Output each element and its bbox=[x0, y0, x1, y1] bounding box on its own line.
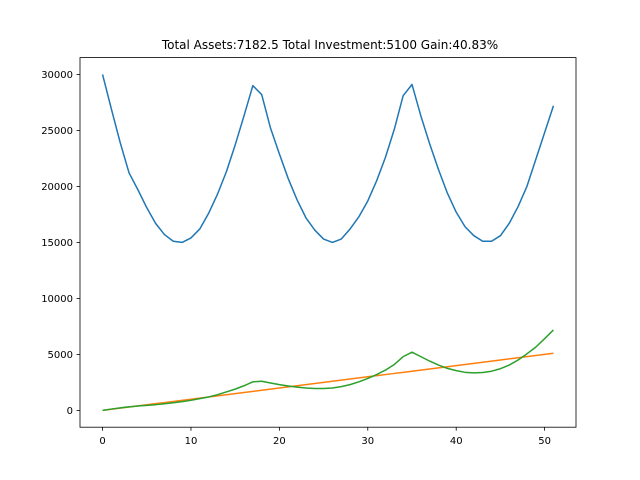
y-tick-label: 5000 bbox=[48, 350, 73, 361]
series-layer bbox=[101, 74, 555, 412]
x-axis: 0 10 20 30 40 50 bbox=[99, 427, 551, 447]
x-tick-label: 10 bbox=[185, 436, 198, 447]
y-tick-label: 0 bbox=[67, 406, 73, 417]
y-tick-label: 25000 bbox=[41, 126, 73, 137]
x-tick-label: 0 bbox=[99, 436, 105, 447]
y-tick-label: 10000 bbox=[41, 294, 73, 305]
x-tick-label: 50 bbox=[538, 436, 551, 447]
series-line-2 bbox=[102, 352, 554, 412]
x-tick-label: 30 bbox=[361, 436, 374, 447]
x-tick-label: 40 bbox=[450, 436, 463, 447]
y-axis: 0 5000 10000 15000 20000 25000 30000 bbox=[41, 70, 80, 417]
x-tick-label: 20 bbox=[273, 436, 286, 447]
plot-area-frame bbox=[79, 57, 577, 428]
y-tick-label: 15000 bbox=[41, 238, 73, 249]
chart-title: Total Assets:7182.5 Total Investment:510… bbox=[161, 38, 498, 52]
y-tick-label: 20000 bbox=[41, 182, 73, 193]
series-line-1 bbox=[101, 74, 555, 244]
y-tick-label: 30000 bbox=[41, 70, 73, 81]
series-line-3 bbox=[102, 329, 554, 412]
